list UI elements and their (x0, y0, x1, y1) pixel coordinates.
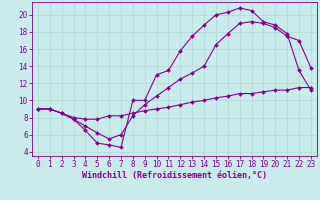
X-axis label: Windchill (Refroidissement éolien,°C): Windchill (Refroidissement éolien,°C) (82, 171, 267, 180)
